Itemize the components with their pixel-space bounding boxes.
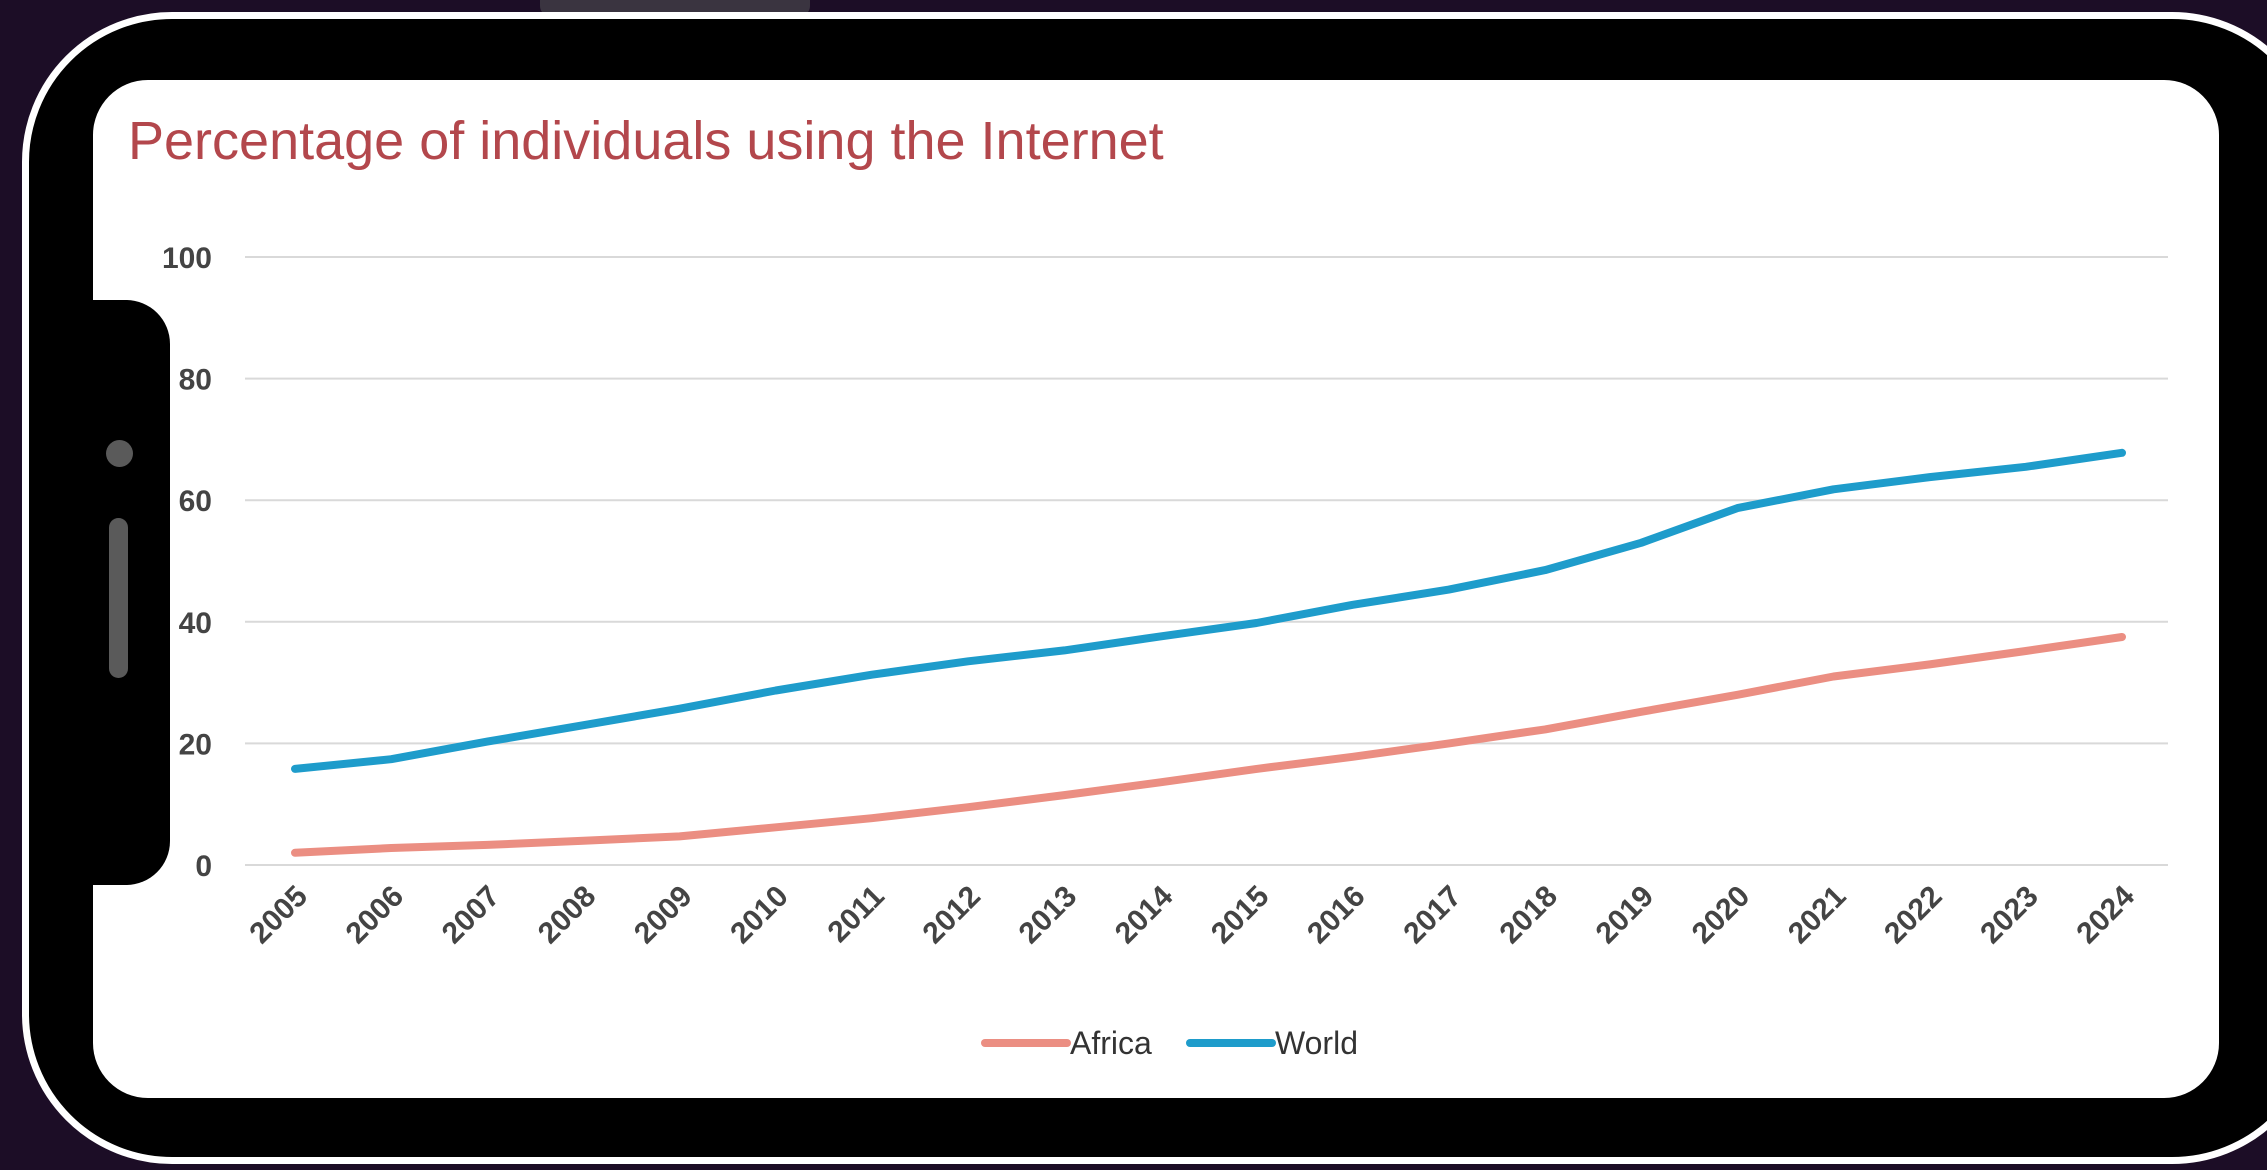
y-tick-label: 100 [162,242,212,275]
series-lines [291,448,2126,857]
x-tick-label: 2008 [532,880,603,951]
y-tick-label: 80 [179,364,212,397]
x-tick-label: 2021 [1782,880,1853,951]
y-tick-label: 60 [179,485,212,518]
x-tick-label: 2022 [1878,880,1949,951]
legend-label-africa: Africa [1070,1025,1152,1061]
series-line-world [291,448,2126,773]
x-tick-label: 2018 [1493,880,1564,951]
x-tick-label: 2015 [1205,880,1276,951]
x-tick-label: 2005 [243,880,314,951]
x-tick-label: 2013 [1013,880,1084,951]
x-tick-label: 2012 [917,880,988,951]
x-tick-label: 2006 [340,880,411,951]
legend-label-world: World [1275,1025,1358,1061]
legend: Africa World [981,1025,1358,1061]
x-tick-label: 2019 [1590,880,1661,951]
y-axis-ticks: 0 20 40 60 80 100 [162,242,212,883]
x-tick-label: 2007 [436,880,507,951]
gridlines [245,256,2168,866]
x-tick-label: 2020 [1686,880,1757,951]
x-tick-label: 2014 [1109,879,1180,950]
x-tick-label: 2011 [822,880,891,949]
camera-icon [106,440,133,467]
x-tick-label: 2010 [724,880,795,951]
y-tick-label: 0 [195,850,212,883]
phone-screen [93,80,2219,1098]
chart-title: Percentage of individuals using the Inte… [128,111,1164,171]
y-tick-label: 20 [179,728,212,761]
y-tick-label: 40 [179,607,212,640]
x-tick-label: 2024 [2070,879,2141,950]
series-line-africa [291,633,2126,857]
x-tick-label: 2016 [1301,880,1372,951]
speaker-icon [109,518,128,678]
x-tick-label: 2023 [1974,880,2045,951]
x-axis-ticks: 2005 2006 2007 2008 2009 2010 2011 2012 2013 2014… [243,879,2141,950]
x-tick-label: 2009 [628,880,699,951]
x-tick-label: 2017 [1397,880,1468,951]
